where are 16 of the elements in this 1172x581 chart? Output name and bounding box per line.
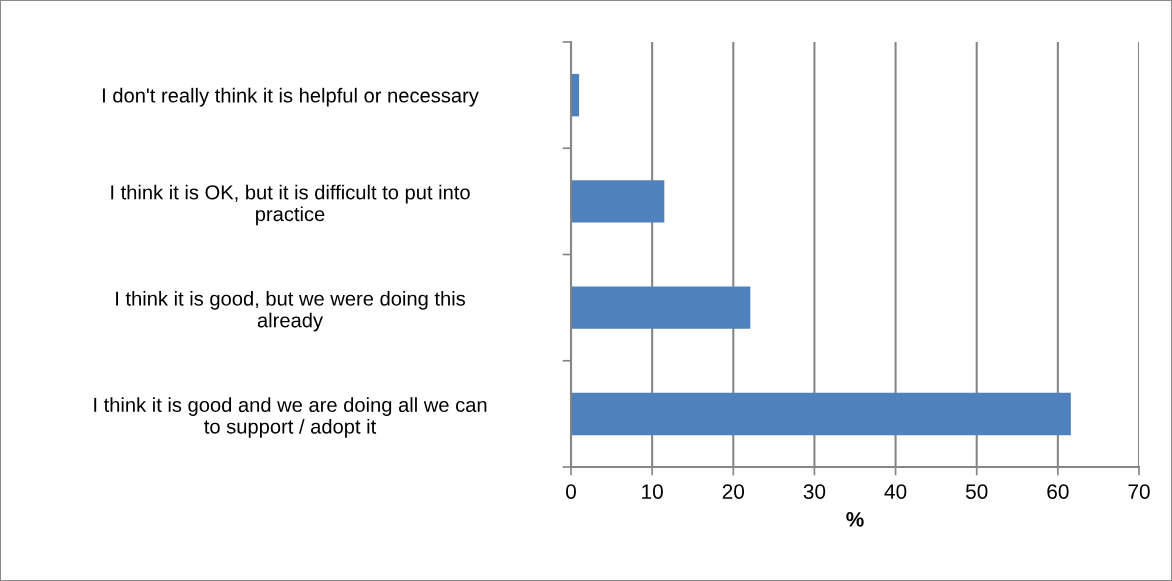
y-tick-label: I think it is good and we are doing all we can to support / adopt it bbox=[94, 397, 487, 438]
x-tick-label: 10 bbox=[642, 484, 663, 499]
y-tick-label: I think it is good, but we were doing this already bbox=[116, 290, 466, 332]
bar bbox=[571, 286, 751, 329]
x-tick-label: 70 bbox=[1128, 484, 1150, 499]
x-tick-label: 40 bbox=[884, 484, 907, 499]
x-tick-label: 30 bbox=[803, 484, 826, 499]
y-tick-label: I don't really think it is helpful or necessary bbox=[103, 87, 479, 107]
x-tick-label: 0 bbox=[566, 484, 576, 499]
bar bbox=[571, 392, 1071, 436]
x-tick-label: 20 bbox=[722, 484, 745, 499]
x-tick-label: 60 bbox=[1047, 484, 1069, 499]
x-tick-label: 50 bbox=[965, 484, 988, 499]
y-tick-label: I think it is OK, but it is difficult to put into practice bbox=[111, 184, 470, 226]
x-axis-title: % bbox=[846, 512, 864, 527]
bar bbox=[571, 180, 665, 223]
